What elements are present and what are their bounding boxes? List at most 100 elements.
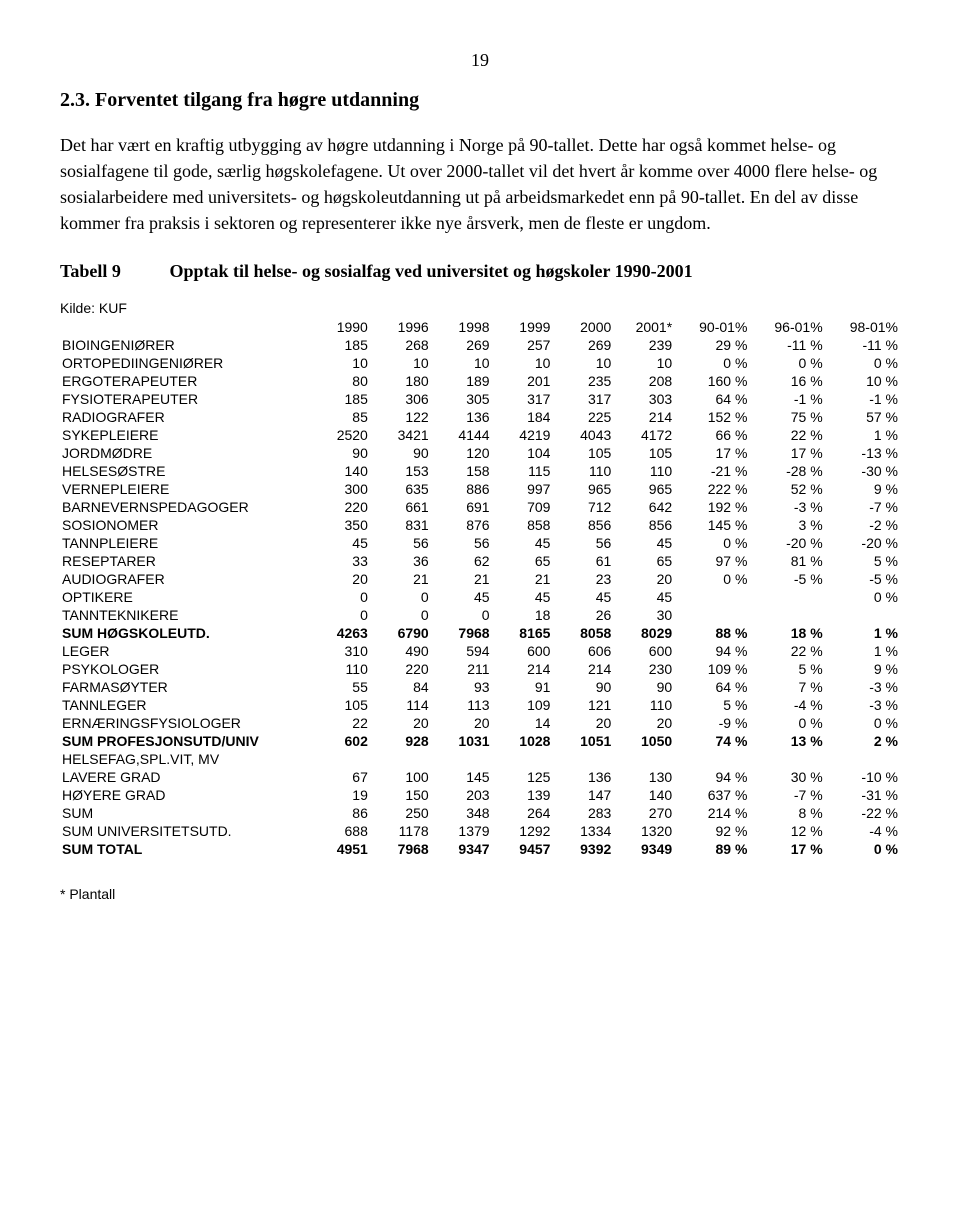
cell: 203 bbox=[431, 786, 492, 804]
table-title: Opptak til helse- og sosialfag ved unive… bbox=[170, 261, 693, 281]
cell: 211 bbox=[431, 660, 492, 678]
table-row: SUM HØGSKOLEUTD.426367907968816580588029… bbox=[60, 624, 900, 642]
cell: 17 % bbox=[749, 840, 824, 858]
cell: 1031 bbox=[431, 732, 492, 750]
cell: 80 bbox=[309, 372, 370, 390]
cell: -11 % bbox=[749, 336, 824, 354]
cell: -2 % bbox=[825, 516, 900, 534]
cell: 89 % bbox=[674, 840, 749, 858]
cell: 8 % bbox=[749, 804, 824, 822]
table-row: BIOINGENIØRER18526826925726923929 %-11 %… bbox=[60, 336, 900, 354]
table-row: RESEPTARER33366265616597 %81 %5 % bbox=[60, 552, 900, 570]
cell: 886 bbox=[431, 480, 492, 498]
col-header: 2000 bbox=[552, 318, 613, 336]
cell: 36 bbox=[370, 552, 431, 570]
cell: -1 % bbox=[825, 390, 900, 408]
cell: 5 % bbox=[749, 660, 824, 678]
col-header: 1996 bbox=[370, 318, 431, 336]
cell: 64 % bbox=[674, 678, 749, 696]
table-row: ERNÆRINGSFYSIOLOGER222020142020-9 %0 %0 … bbox=[60, 714, 900, 732]
cell: 661 bbox=[370, 498, 431, 516]
row-label: FYSIOTERAPEUTER bbox=[60, 390, 309, 408]
cell: 158 bbox=[431, 462, 492, 480]
table-body: BIOINGENIØRER18526826925726923929 %-11 %… bbox=[60, 336, 900, 858]
row-label: HELSEFAG,SPL.VIT, MV bbox=[60, 750, 309, 768]
cell: 831 bbox=[370, 516, 431, 534]
cell: 22 % bbox=[749, 642, 824, 660]
cell: -7 % bbox=[749, 786, 824, 804]
cell: 16 % bbox=[749, 372, 824, 390]
cell: 13 % bbox=[749, 732, 824, 750]
cell: 220 bbox=[309, 498, 370, 516]
cell: 185 bbox=[309, 390, 370, 408]
cell: 90 bbox=[552, 678, 613, 696]
cell: 600 bbox=[613, 642, 674, 660]
cell: 594 bbox=[431, 642, 492, 660]
cell: -22 % bbox=[825, 804, 900, 822]
col-header: 98-01% bbox=[825, 318, 900, 336]
cell: 110 bbox=[613, 696, 674, 714]
cell: 62 bbox=[431, 552, 492, 570]
row-label: BARNEVERNSPEDAGOGER bbox=[60, 498, 309, 516]
cell: 104 bbox=[492, 444, 553, 462]
row-label: OPTIKERE bbox=[60, 588, 309, 606]
cell: 0 % bbox=[674, 570, 749, 588]
cell: -10 % bbox=[825, 768, 900, 786]
cell: 26 bbox=[552, 606, 613, 624]
cell: 201 bbox=[492, 372, 553, 390]
cell: 61 bbox=[552, 552, 613, 570]
cell bbox=[674, 588, 749, 606]
cell: 45 bbox=[552, 588, 613, 606]
cell: 4951 bbox=[309, 840, 370, 858]
cell bbox=[613, 750, 674, 768]
cell: 3421 bbox=[370, 426, 431, 444]
table-row: SUM TOTAL49517968934794579392934989 %17 … bbox=[60, 840, 900, 858]
cell: 4263 bbox=[309, 624, 370, 642]
cell: 147 bbox=[552, 786, 613, 804]
cell: 30 bbox=[613, 606, 674, 624]
cell: 56 bbox=[431, 534, 492, 552]
cell bbox=[309, 750, 370, 768]
row-label: SUM TOTAL bbox=[60, 840, 309, 858]
cell: 109 % bbox=[674, 660, 749, 678]
cell: 250 bbox=[370, 804, 431, 822]
cell: 305 bbox=[431, 390, 492, 408]
cell: 4172 bbox=[613, 426, 674, 444]
cell: 637 % bbox=[674, 786, 749, 804]
cell: 9457 bbox=[492, 840, 553, 858]
cell: 1334 bbox=[552, 822, 613, 840]
cell: 0 bbox=[309, 606, 370, 624]
row-label: RADIOGRAFER bbox=[60, 408, 309, 426]
table-row: SUM UNIVERSITETSUTD.68811781379129213341… bbox=[60, 822, 900, 840]
cell: 8029 bbox=[613, 624, 674, 642]
cell: 100 bbox=[370, 768, 431, 786]
cell: 67 bbox=[309, 768, 370, 786]
cell: 184 bbox=[492, 408, 553, 426]
cell: 928 bbox=[370, 732, 431, 750]
row-label: HELSESØSTRE bbox=[60, 462, 309, 480]
cell: 29 % bbox=[674, 336, 749, 354]
cell: 110 bbox=[613, 462, 674, 480]
cell: -21 % bbox=[674, 462, 749, 480]
cell: 306 bbox=[370, 390, 431, 408]
row-label: SYKEPLEIERE bbox=[60, 426, 309, 444]
row-label: RESEPTARER bbox=[60, 552, 309, 570]
cell: 105 bbox=[613, 444, 674, 462]
cell: 113 bbox=[431, 696, 492, 714]
cell: 317 bbox=[492, 390, 553, 408]
cell: -3 % bbox=[825, 696, 900, 714]
cell: 709 bbox=[492, 498, 553, 516]
data-table: 1990 1996 1998 1999 2000 2001* 90-01% 96… bbox=[60, 318, 900, 858]
table-row: FYSIOTERAPEUTER18530630531731730364 %-1 … bbox=[60, 390, 900, 408]
cell: 9 % bbox=[825, 480, 900, 498]
cell: 92 % bbox=[674, 822, 749, 840]
row-label: AUDIOGRAFER bbox=[60, 570, 309, 588]
cell: 192 % bbox=[674, 498, 749, 516]
row-label: SUM HØGSKOLEUTD. bbox=[60, 624, 309, 642]
cell: 45 bbox=[492, 534, 553, 552]
cell: -5 % bbox=[825, 570, 900, 588]
cell: 965 bbox=[552, 480, 613, 498]
cell: 1 % bbox=[825, 642, 900, 660]
cell: 136 bbox=[552, 768, 613, 786]
cell: 10 bbox=[309, 354, 370, 372]
